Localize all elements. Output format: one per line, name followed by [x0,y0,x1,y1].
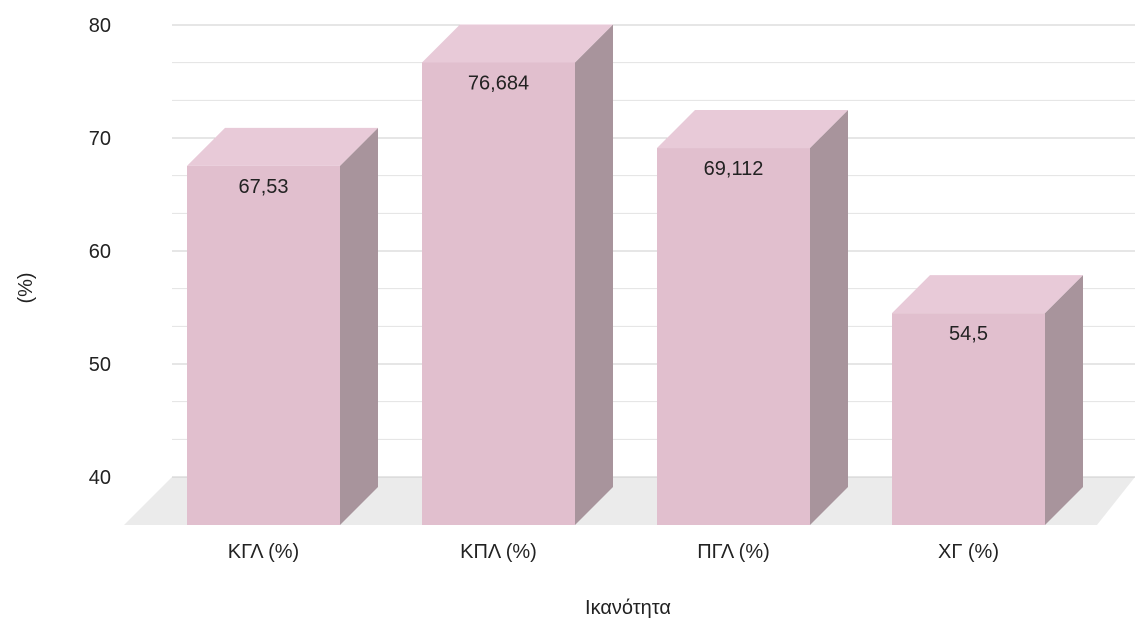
x-tick-label: ΧΓ (%) [938,541,999,563]
x-axis-title: Ικανότητα [585,597,671,619]
y-tick-label: 60 [89,241,111,263]
bar [422,24,613,526]
bar [187,127,378,525]
y-tick-label: 80 [89,15,111,37]
data-label: 76,684 [468,72,529,94]
data-label: 67,53 [238,176,288,198]
y-tick-label: 50 [89,354,111,376]
bars [187,24,1083,526]
y-axis-title: (%) [15,272,37,303]
y-tick-label: 70 [89,128,111,150]
bar [892,275,1083,525]
gridlines [124,24,1135,525]
bar-front-face [892,313,1045,525]
bar [657,110,848,526]
bar-side-face [575,24,613,526]
y-tick-label: 40 [89,467,111,489]
bar-front-face [422,62,575,526]
x-tick-label: ΚΠΛ (%) [460,541,537,563]
bar-top-face [187,127,378,166]
x-tick-label: ΠΓΛ (%) [697,541,770,563]
bar-top-face [657,110,848,149]
data-label: 69,112 [704,158,764,180]
chart-floor [124,477,1135,525]
labels: 40 50 60 70 80 67,53 ΚΓΛ (%) 76,684 ΚΠΛ (%) 69,11… [89,15,999,563]
bar-top-face [892,275,1083,314]
bar-side-face [810,110,848,526]
bar-front-face [657,148,810,525]
bar-front-face [187,165,340,525]
bar-side-face [1045,275,1083,525]
bar-side-face [340,127,378,525]
x-tick-label: ΚΓΛ (%) [228,541,299,563]
bar-top-face [422,24,613,63]
data-label: 54,5 [949,323,988,345]
